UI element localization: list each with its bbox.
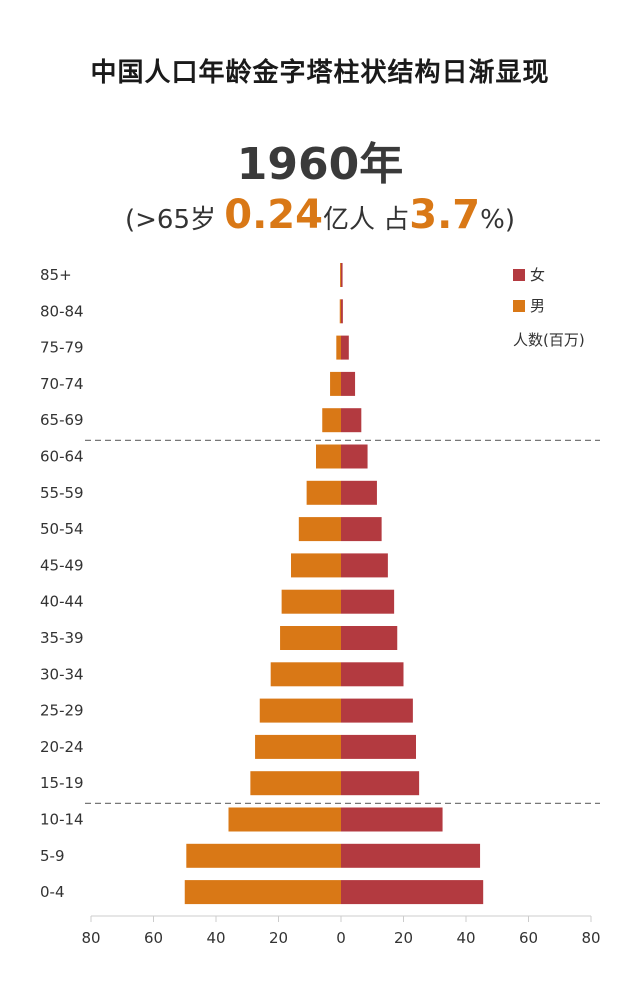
bar-female-65-69 [341, 408, 362, 433]
bar-female-35-39 [341, 626, 398, 650]
age-label-20-24: 20-24 [40, 738, 84, 756]
stat-unit: 亿人 [322, 205, 375, 235]
bar-female-5-9 [341, 843, 481, 868]
bar-female-75-79 [341, 335, 349, 360]
bar-female-40-44 [341, 589, 395, 614]
bar-male-15-19 [250, 771, 341, 796]
age-label-5-9: 5-9 [40, 847, 65, 865]
bar-female-70-74 [341, 371, 356, 396]
x-tick-label-0: 80 [81, 929, 100, 947]
bar-female-30-34 [341, 662, 404, 687]
age-label-55-59: 55-59 [40, 484, 84, 502]
chart-title: 中国人口年龄金字塔柱状结构日渐显现 [90, 58, 550, 88]
legend: 女 男 人数(百万) [513, 266, 585, 349]
year-heading: 1960年 [0, 128, 640, 192]
age-label-75-79: 75-79 [40, 339, 84, 357]
x-tick-label-8: 80 [581, 929, 600, 947]
bar-male-45-49 [291, 553, 341, 578]
stat-mid: 占 [383, 205, 410, 235]
age-label-45-49: 45-49 [40, 556, 84, 574]
bar-female-0-4 [341, 880, 484, 905]
age-label-25-29: 25-29 [40, 702, 84, 720]
x-axis-group: 80 60 40 20 0 20 40 60 80 [81, 915, 601, 947]
bar-female-80-84 [341, 299, 343, 324]
age-label-40-44: 40-44 [40, 593, 84, 611]
stat-prefix: (>65岁 [125, 205, 217, 235]
legend-female-label: 女 [530, 266, 545, 284]
stat-percent: 3.7 [409, 192, 481, 238]
bar-female-50-54 [341, 517, 382, 542]
bar-female-45-49 [341, 553, 388, 578]
bar-female-25-29 [341, 698, 413, 723]
bar-male-40-44 [281, 589, 341, 614]
x-tick-label-5: 20 [394, 929, 413, 947]
bar-male-55-59 [306, 480, 341, 505]
age-label-35-39: 35-39 [40, 629, 84, 647]
bar-female-20-24 [341, 734, 416, 759]
bar-male-5-9 [186, 843, 341, 868]
legend-male-label: 男 [530, 297, 545, 315]
dividers-group [85, 439, 600, 804]
bar-male-35-39 [280, 626, 341, 650]
age-label-10-14: 10-14 [40, 811, 84, 829]
elderly-stat: (>65岁 0.24亿人 占3.7%) [0, 192, 640, 238]
bar-female-85+ [341, 263, 343, 287]
age-label-65-69: 65-69 [40, 411, 84, 429]
x-tick-label-3: 20 [269, 929, 288, 947]
bar-male-20-24 [255, 734, 341, 759]
year-value: 1960 [236, 139, 360, 190]
bar-female-15-19 [341, 771, 420, 796]
x-tick-label-6: 40 [456, 929, 475, 947]
x-tick-label-1: 60 [144, 929, 163, 947]
x-tick-label-7: 60 [519, 929, 538, 947]
age-label-70-74: 70-74 [40, 375, 84, 393]
age-label-85+: 85+ [40, 266, 72, 284]
bars-group [184, 263, 484, 905]
bar-male-30-34 [270, 662, 341, 687]
bar-female-10-14 [341, 807, 443, 832]
age-label-60-64: 60-64 [40, 448, 84, 466]
year-suffix: 年 [359, 139, 404, 190]
age-labels-group: 85+ 80-84 75-79 70-74 65-69 60-64 55-59 50-54 45… [40, 266, 84, 901]
bar-male-10-14 [228, 807, 341, 832]
stat-suffix: %) [480, 205, 515, 235]
bar-female-60-64 [341, 444, 368, 469]
bar-male-60-64 [316, 444, 341, 469]
bar-male-65-69 [322, 408, 341, 433]
x-tick-label-4: 0 [336, 929, 346, 947]
bar-male-75-79 [336, 335, 341, 360]
age-label-0-4: 0-4 [40, 883, 65, 901]
legend-female-swatch [513, 269, 525, 281]
age-label-80-84: 80-84 [40, 302, 84, 320]
x-tick-label-2: 40 [206, 929, 225, 947]
bar-male-80-84 [339, 299, 341, 324]
age-label-50-54: 50-54 [40, 520, 84, 538]
stat-value: 0.24 [224, 192, 323, 238]
age-label-15-19: 15-19 [40, 774, 84, 792]
bar-male-85+ [340, 263, 341, 287]
bar-male-0-4 [184, 880, 341, 905]
bar-male-70-74 [330, 371, 341, 396]
age-label-30-34: 30-34 [40, 665, 84, 683]
bar-female-55-59 [341, 480, 377, 505]
bar-male-25-29 [259, 698, 341, 723]
bar-male-50-54 [298, 517, 341, 542]
legend-unit-label: 人数(百万) [513, 331, 585, 349]
legend-male-swatch [513, 300, 525, 312]
